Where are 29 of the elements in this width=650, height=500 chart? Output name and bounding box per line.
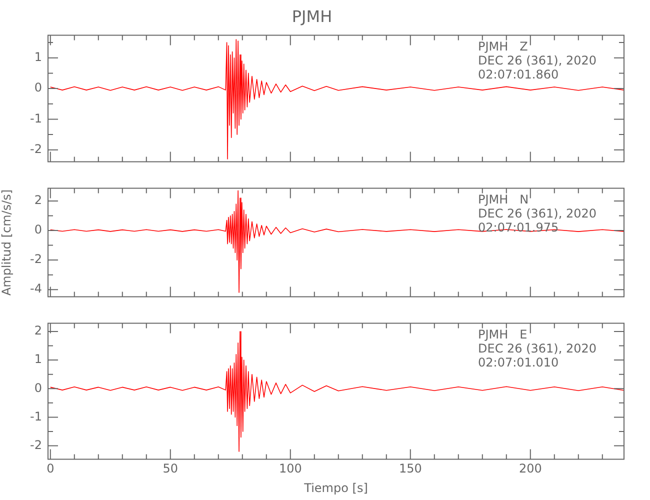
y-tick-label: -2 <box>30 142 42 156</box>
y-tick-label: -2 <box>30 438 42 452</box>
y-tick-label: 1 <box>34 50 42 64</box>
x-tick-label: 100 <box>278 462 302 476</box>
y-tick-label: 1 <box>34 352 42 366</box>
annotation: 02:07:01.860 <box>478 67 559 82</box>
y-tick-label: -4 <box>30 282 42 296</box>
y-tick-label: 0 <box>34 380 42 395</box>
y-axis-title: Amplitud [cm/s/s] <box>0 189 14 296</box>
annotation: 02:07:01.010 <box>478 355 559 370</box>
annotation: DEC 26 (361), 2020 <box>478 53 597 68</box>
y-tick-label: -1 <box>30 409 42 424</box>
y-tick-label: 0 <box>34 222 42 237</box>
y-tick-label: 2 <box>34 193 42 208</box>
y-tick-label: 0 <box>34 80 42 95</box>
x-tick-label: 150 <box>398 462 422 476</box>
x-tick-label: 50 <box>162 462 178 476</box>
x-tick-label: 0 <box>46 462 54 476</box>
annotation: PJMH N <box>478 192 529 206</box>
y-tick-label: -1 <box>30 111 42 126</box>
annotation: DEC 26 (361), 2020 <box>478 341 597 356</box>
y-tick-label: -2 <box>30 252 42 266</box>
chart-title: PJMH <box>292 6 332 26</box>
x-axis-title: Tiempo [s] <box>303 480 368 495</box>
x-tick-label: 200 <box>518 462 542 476</box>
y-tick-label: 2 <box>34 324 42 338</box>
annotation: PJMH Z <box>478 39 528 54</box>
annotation: PJMH E <box>478 327 528 342</box>
annotation: DEC 26 (361), 2020 <box>478 206 597 220</box>
